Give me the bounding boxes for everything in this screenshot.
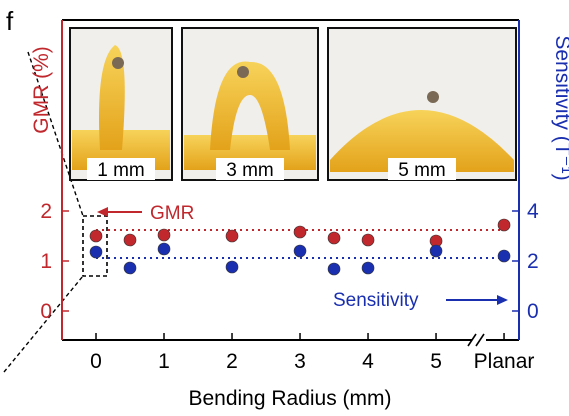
x-axis-label: Bending Radius (mm) — [188, 387, 391, 410]
data-point — [361, 261, 375, 275]
data-point — [89, 229, 103, 243]
y2-tick-label: 0 — [527, 300, 539, 323]
photo-label: 3 mm — [226, 160, 274, 181]
y2-tick-label: 4 — [527, 200, 539, 223]
legend-arrow — [497, 295, 508, 305]
photo-label: 5 mm — [398, 160, 446, 181]
data-point — [497, 218, 511, 232]
data-point — [293, 225, 307, 239]
data-point — [327, 262, 341, 276]
axis-break — [467, 333, 485, 347]
photo-label-bg — [87, 158, 155, 180]
x-tick-label: 4 — [362, 350, 374, 373]
data-point — [361, 233, 375, 247]
zoom-line — [3, 275, 84, 373]
data-point — [225, 260, 239, 274]
x-tick-label: 1 — [158, 350, 170, 373]
data-point — [429, 244, 443, 258]
data-point — [123, 261, 137, 275]
legend-label: Sensitivity — [333, 290, 419, 311]
data-point — [89, 245, 103, 259]
y-tick-label: 1 — [40, 250, 52, 273]
x-tick-label: 2 — [226, 350, 238, 373]
photo-label-bg — [388, 158, 456, 180]
legend-arrow — [97, 207, 108, 217]
y2-axis-label: Sensitivity (T⁻¹) — [551, 35, 569, 180]
data-point — [123, 233, 137, 247]
data-point — [225, 229, 239, 243]
data-point — [293, 244, 307, 258]
panel-label: f — [6, 6, 14, 36]
y-tick-label: 0 — [40, 300, 52, 323]
x-tick-label: Planar — [474, 350, 535, 373]
photo — [327, 27, 517, 181]
photo-label-bg — [216, 158, 284, 180]
photo-label: 1 mm — [97, 160, 145, 181]
x-tick-label: 3 — [294, 350, 306, 373]
y-axis-label: GMR (%) — [30, 46, 53, 134]
x-tick-label: 0 — [90, 350, 102, 373]
photo — [181, 27, 319, 181]
photo — [69, 27, 173, 181]
zoom-line — [27, 51, 84, 217]
legend-label: GMR — [150, 203, 194, 224]
x-tick-label: 5 — [430, 350, 442, 373]
data-point — [327, 231, 341, 245]
y2-tick-label: 2 — [527, 250, 539, 273]
y-tick-label: 2 — [40, 200, 52, 223]
data-point — [497, 249, 511, 263]
data-point — [157, 242, 171, 256]
data-point — [157, 228, 171, 242]
